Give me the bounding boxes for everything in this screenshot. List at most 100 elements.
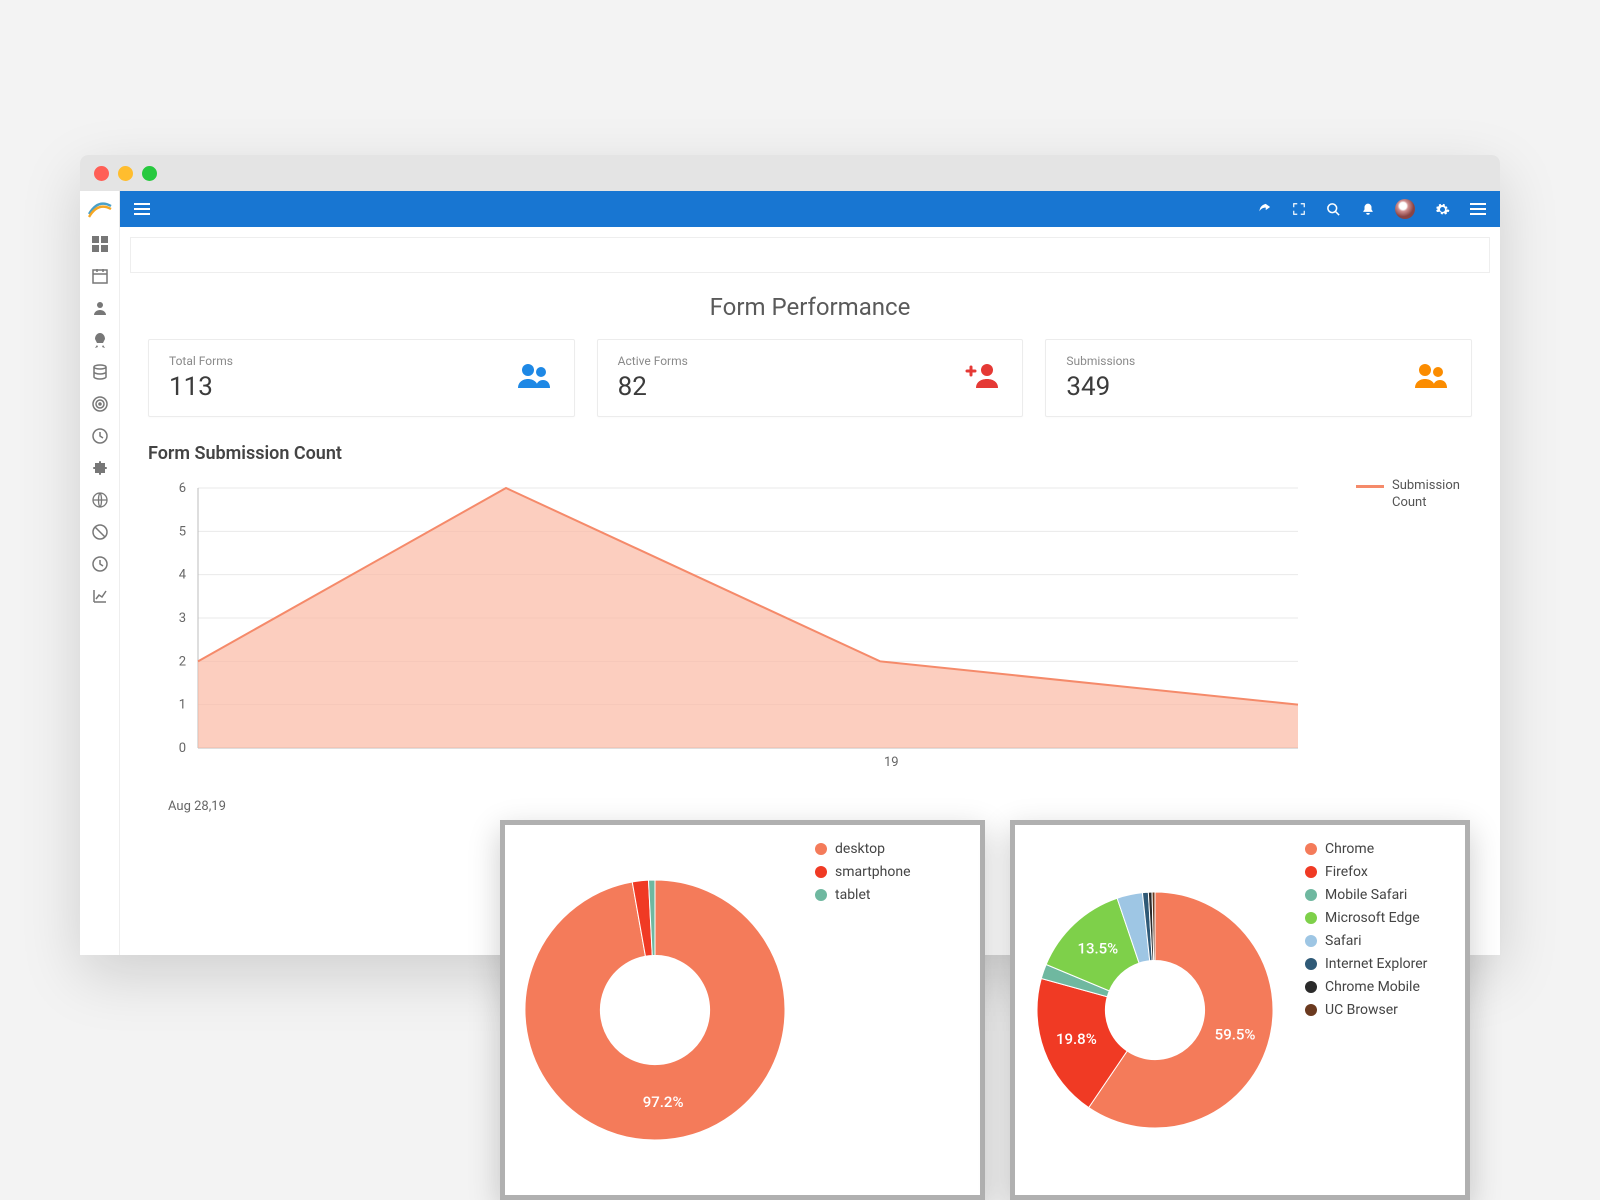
legend-item[interactable]: Chrome xyxy=(1305,841,1427,857)
legend-label: Internet Explorer xyxy=(1325,956,1427,972)
svg-text:3: 3 xyxy=(179,611,186,626)
browser-donut-legend: Chrome Firefox Mobile Safari Microsoft Edge… xyxy=(1295,825,1437,1195)
sidebar-puzzle-icon[interactable] xyxy=(91,459,109,477)
svg-text:2: 2 xyxy=(179,654,186,669)
titlebar xyxy=(80,155,1500,191)
users-icon xyxy=(1411,360,1451,397)
sidebar-clock-icon[interactable] xyxy=(91,427,109,445)
legend-item[interactable]: Mobile Safari xyxy=(1305,887,1427,903)
bell-icon[interactable] xyxy=(1361,202,1375,217)
legend-label: Safari xyxy=(1325,933,1362,949)
metric-active-forms[interactable]: Active Forms 82 xyxy=(597,339,1024,417)
legend-label: Mobile Safari xyxy=(1325,887,1407,903)
search-icon[interactable] xyxy=(1326,202,1341,217)
add-user-icon xyxy=(962,360,1002,397)
legend-item[interactable]: Microsoft Edge xyxy=(1305,910,1427,926)
legend-item[interactable]: Chrome Mobile xyxy=(1305,979,1427,995)
sidebar-ban-icon[interactable] xyxy=(91,523,109,541)
sidebar-globe-icon[interactable] xyxy=(91,491,109,509)
legend-dot xyxy=(815,866,827,878)
sidebar-clock2-icon[interactable] xyxy=(91,555,109,573)
svg-text:19.8%: 19.8% xyxy=(1056,1030,1097,1048)
sidebar-dashboard-icon[interactable] xyxy=(91,235,109,253)
metric-label: Total Forms xyxy=(169,354,233,368)
settings-gear-icon[interactable] xyxy=(1435,202,1450,217)
legend-dot xyxy=(1305,1004,1317,1016)
logo-cell[interactable] xyxy=(80,191,120,227)
topbar xyxy=(80,191,1500,227)
legend-item[interactable]: Internet Explorer xyxy=(1305,956,1427,972)
metric-label: Active Forms xyxy=(618,354,688,368)
zoom-traffic-light[interactable] xyxy=(142,166,157,181)
legend-dot xyxy=(815,889,827,901)
legend-item[interactable]: smartphone xyxy=(815,864,911,880)
svg-text:97.2%: 97.2% xyxy=(643,1093,684,1111)
legend-swatch xyxy=(1356,485,1384,488)
sidebar-rocket-icon[interactable] xyxy=(91,331,109,349)
legend-item[interactable]: tablet xyxy=(815,887,911,903)
legend-label: Chrome xyxy=(1325,841,1374,857)
fullscreen-icon[interactable] xyxy=(1292,202,1306,216)
svg-text:13.5%: 13.5% xyxy=(1077,940,1118,958)
svg-text:19: 19 xyxy=(884,755,899,770)
users-icon xyxy=(514,360,554,397)
legend-label: Microsoft Edge xyxy=(1325,910,1420,926)
legend-label: UC Browser xyxy=(1325,1002,1398,1018)
filter-bar[interactable] xyxy=(130,237,1490,273)
legend-label: Chrome Mobile xyxy=(1325,979,1420,995)
avatar[interactable] xyxy=(1395,199,1415,219)
area-chart: 012345619 Submission Count Aug 28,19 xyxy=(148,478,1472,808)
legend-dot xyxy=(1305,958,1317,970)
legend-item[interactable]: Firefox xyxy=(1305,864,1427,880)
area-chart-legend: Submission Count xyxy=(1356,478,1482,512)
x-axis-label-left: Aug 28,19 xyxy=(168,799,226,814)
metric-label: Submissions xyxy=(1066,354,1135,368)
legend-item[interactable]: UC Browser xyxy=(1305,1002,1427,1018)
area-chart-title: Form Submission Count xyxy=(148,443,1500,464)
legend-label: Firefox xyxy=(1325,864,1368,880)
legend-dot xyxy=(1305,866,1317,878)
legend-dot xyxy=(1305,935,1317,947)
minimize-traffic-light[interactable] xyxy=(118,166,133,181)
legend-label: Submission Count xyxy=(1392,478,1482,512)
bluebar xyxy=(120,191,1500,227)
close-traffic-light[interactable] xyxy=(94,166,109,181)
sidebar-user-icon[interactable] xyxy=(91,299,109,317)
legend-dot xyxy=(815,843,827,855)
page-title: Form Performance xyxy=(120,293,1500,321)
sidebar xyxy=(80,227,120,955)
browser-donut-panel: 59.5% 19.8% 13.5% Chrome Firefox Mobile Safa… xyxy=(1010,820,1470,1200)
hamburger-icon[interactable] xyxy=(1470,203,1486,215)
device-donut-legend: desktop smartphone tablet xyxy=(805,825,921,1195)
metric-value: 82 xyxy=(618,372,688,402)
browser-donut-chart: 59.5% 19.8% 13.5% xyxy=(1020,825,1290,1195)
svg-text:4: 4 xyxy=(179,568,187,583)
share-icon[interactable] xyxy=(1257,202,1272,217)
legend-label: desktop xyxy=(835,841,885,857)
legend-dot xyxy=(1305,912,1317,924)
svg-text:0: 0 xyxy=(179,741,186,756)
metric-value: 113 xyxy=(169,372,233,402)
metric-submissions[interactable]: Submissions 349 xyxy=(1045,339,1472,417)
device-donut-panel: 97.2% desktop smartphone tablet xyxy=(500,820,985,1200)
menu-toggle-icon[interactable] xyxy=(134,203,150,215)
device-donut-chart: 97.2% xyxy=(510,825,800,1195)
logo-icon xyxy=(88,200,112,218)
metric-total-forms[interactable]: Total Forms 113 xyxy=(148,339,575,417)
svg-text:6: 6 xyxy=(179,481,186,496)
legend-label: smartphone xyxy=(835,864,911,880)
metrics-row: Total Forms 113 Active Forms 82 xyxy=(120,339,1500,417)
legend-item[interactable]: Safari xyxy=(1305,933,1427,949)
sidebar-database-icon[interactable] xyxy=(91,363,109,381)
metric-value: 349 xyxy=(1066,372,1135,402)
legend-item[interactable]: desktop xyxy=(815,841,911,857)
legend-dot xyxy=(1305,889,1317,901)
legend-dot xyxy=(1305,843,1317,855)
sidebar-calendar-icon[interactable] xyxy=(91,267,109,285)
area-chart-svg: 0 1 2 3 4 5 6 19 xyxy=(148,478,1448,778)
sidebar-target-icon[interactable] xyxy=(91,395,109,413)
sidebar-chart-icon[interactable] xyxy=(91,587,109,605)
svg-text:5: 5 xyxy=(179,524,186,539)
svg-text:1: 1 xyxy=(179,698,186,713)
svg-text:59.5%: 59.5% xyxy=(1215,1026,1256,1044)
